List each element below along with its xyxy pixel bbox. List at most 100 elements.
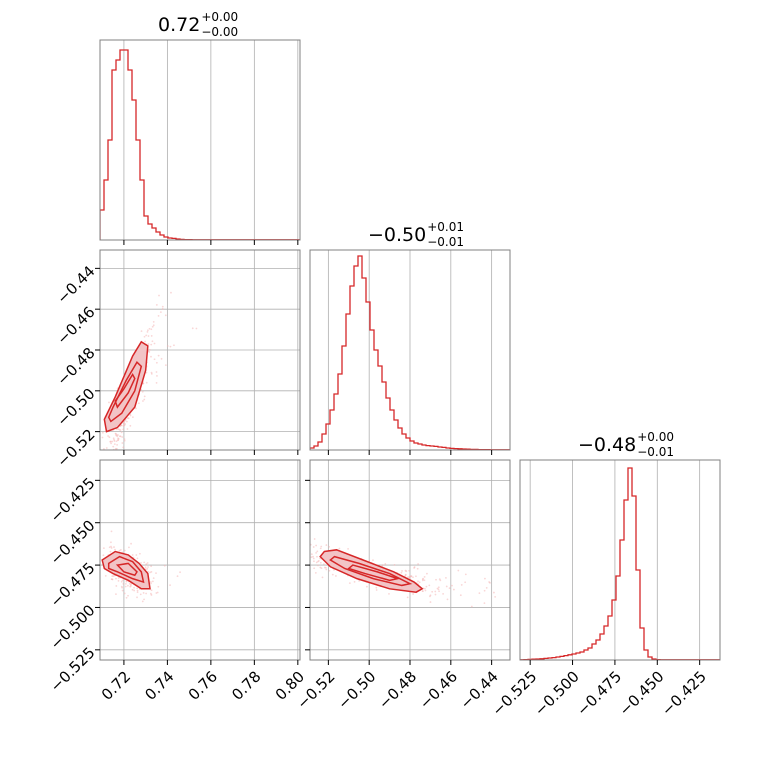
sample-point [97, 488, 99, 490]
histogram-panel-1 [309, 249, 511, 455]
x-tick-label: −0.46 [416, 668, 461, 713]
sample-point [126, 428, 129, 430]
sample-point [144, 340, 147, 343]
sample-point [302, 551, 304, 553]
sample-point [535, 593, 537, 595]
x-tick-label: 0.76 [185, 668, 221, 704]
sample-point [478, 592, 481, 595]
scatter-panel-0-2 [95, 459, 301, 665]
sample-point [110, 545, 112, 548]
sample-point [442, 592, 444, 595]
title-lower-error: −0.01 [637, 445, 674, 459]
sample-point [114, 472, 116, 474]
sample-point [121, 579, 124, 582]
sample-point [142, 382, 145, 385]
panel-title-1: −0.50 [368, 224, 426, 246]
sample-point [143, 561, 146, 564]
sample-point [429, 601, 432, 603]
sample-point [137, 402, 140, 405]
sample-point [393, 564, 396, 566]
sample-point [150, 565, 153, 568]
sample-point [115, 447, 118, 450]
sample-point [161, 308, 164, 310]
sample-point [488, 581, 491, 583]
sample-point [102, 462, 104, 464]
sample-point [320, 567, 323, 570]
sample-point [317, 564, 319, 567]
sample-point [142, 400, 144, 402]
sample-point [305, 560, 307, 562]
sample-point [313, 560, 315, 563]
sample-point [290, 545, 292, 547]
sample-point [112, 575, 115, 577]
sample-point [316, 550, 319, 553]
sample-point [132, 416, 134, 418]
sample-point [212, 558, 214, 560]
sample-point [104, 574, 107, 577]
sample-point [94, 448, 96, 450]
sample-point [46, 486, 48, 488]
sample-point [304, 548, 306, 550]
sample-point [125, 580, 128, 583]
sample-point [105, 447, 108, 449]
sample-point [110, 442, 112, 445]
contour-line [107, 555, 145, 584]
histogram-panel-0 [99, 39, 301, 245]
y-tick-label: −0.450 [47, 517, 99, 569]
sample-point [108, 436, 111, 439]
sample-point [151, 340, 154, 343]
sample-point [161, 305, 164, 308]
sample-point [124, 423, 126, 426]
sample-point [436, 587, 439, 590]
sample-point [417, 580, 419, 583]
sample-point [143, 598, 145, 601]
sample-point [113, 463, 115, 465]
plot-area [520, 460, 720, 660]
y-tick-label: −0.52 [53, 425, 98, 470]
sample-point [105, 455, 107, 457]
sample-point [133, 586, 135, 589]
sample-point [107, 435, 109, 437]
sample-point [290, 548, 292, 550]
sample-point [358, 579, 360, 582]
panel-frame [99, 459, 301, 661]
sample-point [157, 585, 160, 588]
sample-point [316, 555, 318, 558]
sample-point [328, 545, 330, 548]
sample-point [117, 439, 120, 442]
sample-point [417, 563, 419, 565]
sample-point [195, 327, 198, 330]
sample-point [115, 577, 117, 580]
sample-point [147, 335, 150, 337]
sample-point [335, 575, 337, 577]
sample-point [163, 564, 166, 567]
sample-point [302, 550, 304, 552]
sample-point [112, 445, 115, 448]
plot-area [100, 460, 300, 660]
sample-point [319, 547, 322, 550]
sample-point [131, 554, 134, 556]
x-tick-label: −0.425 [658, 668, 710, 720]
sample-point [305, 552, 307, 554]
sample-point [314, 571, 317, 574]
sample-point [93, 450, 95, 452]
title-upper-error: +0.00 [201, 10, 238, 24]
sample-point [485, 586, 488, 589]
sample-point [282, 549, 284, 551]
sample-point [290, 551, 292, 553]
sample-point [366, 585, 368, 588]
sample-point [105, 454, 107, 456]
sample-point [148, 351, 151, 353]
sample-point [173, 344, 175, 347]
panel-title-2: −0.48 [578, 434, 636, 456]
title-lower-error: −0.00 [201, 25, 238, 39]
sample-point [421, 590, 424, 593]
title-upper-error: +0.01 [427, 220, 464, 234]
sample-point [123, 438, 126, 441]
sample-point [372, 559, 374, 562]
sample-point [150, 335, 153, 337]
sample-point [128, 546, 130, 549]
sample-point [143, 335, 146, 338]
sample-point [120, 580, 123, 583]
